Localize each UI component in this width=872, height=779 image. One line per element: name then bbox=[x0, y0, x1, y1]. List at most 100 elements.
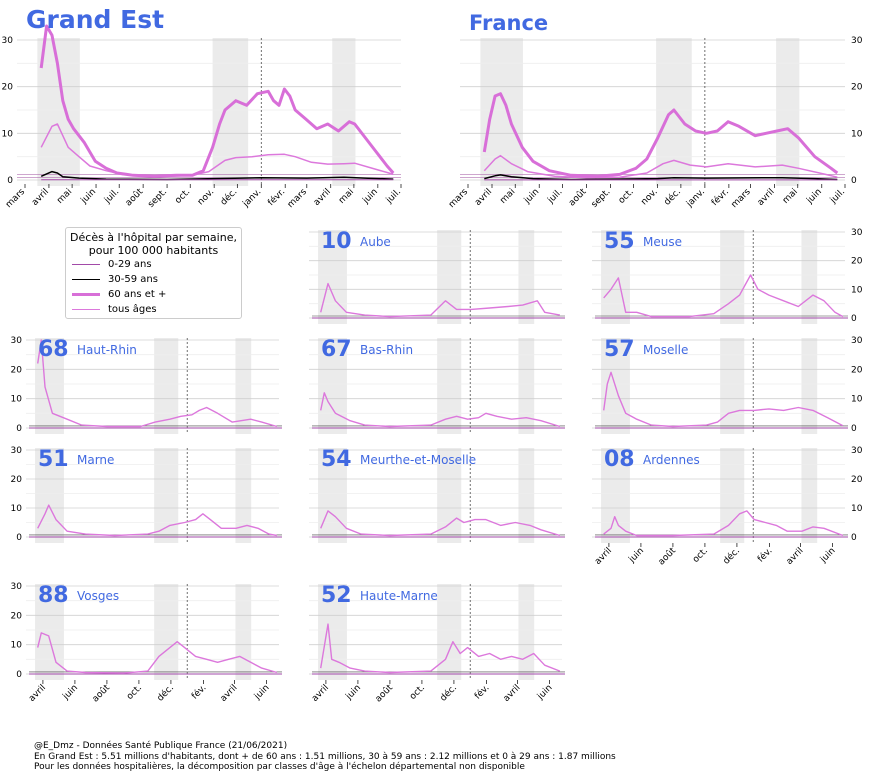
x-tick-label: juin bbox=[344, 683, 363, 702]
series-tous-ages bbox=[37, 339, 278, 428]
x-tick-label: avril bbox=[473, 187, 494, 208]
legend-item-0-29: 0-29 ans bbox=[72, 257, 241, 272]
x-tick-label: mai bbox=[55, 187, 74, 206]
x-tick-label: avril bbox=[312, 187, 333, 208]
x-tick-label: fév. bbox=[189, 682, 208, 701]
x-tick-label: avril bbox=[219, 683, 240, 704]
x-tick-label: déc. bbox=[662, 186, 683, 207]
y-tick-label: 10 bbox=[2, 129, 14, 139]
series-tous-ages bbox=[320, 282, 561, 318]
x-tick-label: janv. bbox=[684, 187, 707, 210]
legend-item-60-plus: 60 ans et + bbox=[72, 287, 241, 302]
y-tick-label: 10 bbox=[11, 395, 23, 405]
x-tick-label: juin bbox=[627, 546, 646, 565]
lockdown-shade bbox=[437, 448, 462, 543]
y-tick-label: 20 bbox=[11, 611, 23, 621]
x-tick-label: juin bbox=[535, 683, 554, 702]
y-tick-label: 10 bbox=[851, 504, 863, 514]
source-line-3: Pour les données hospitalières, la décom… bbox=[34, 762, 525, 772]
source-line-1: @E_Dmz - Données Santé Publique France (… bbox=[34, 741, 288, 751]
y-tick-label: 20 bbox=[851, 83, 863, 93]
lockdown-shade bbox=[35, 448, 64, 543]
x-tick-label: juin bbox=[805, 187, 824, 206]
y-tick-label: 10 bbox=[11, 641, 23, 651]
x-tick-label: fév. bbox=[755, 545, 774, 564]
x-tick-label: févr. bbox=[709, 186, 731, 208]
x-tick-label: juil. bbox=[828, 187, 847, 206]
y-tick-label: 30 bbox=[851, 446, 863, 456]
y-tick-label: 10 bbox=[11, 504, 23, 514]
lockdown-shade bbox=[437, 584, 462, 680]
y-tick-label: 20 bbox=[11, 475, 23, 485]
y-tick-label: 0 bbox=[851, 314, 857, 324]
source-line-2: En Grand Est : 5.51 millions d'habitants… bbox=[34, 751, 616, 762]
department-code: 51 bbox=[38, 447, 69, 472]
series-tous-ages bbox=[320, 510, 561, 537]
x-tick-label: juil. bbox=[545, 187, 564, 206]
y-tick-label: 30 bbox=[851, 336, 863, 346]
y-tick-label: 30 bbox=[2, 36, 14, 46]
lockdown-shade bbox=[437, 338, 462, 434]
x-tick-label: janv. bbox=[241, 187, 264, 210]
department-code: 57 bbox=[604, 337, 635, 362]
legend: Décès à l'hôpital par semaine, pour 100 … bbox=[65, 227, 242, 319]
y-tick-label: 30 bbox=[851, 36, 863, 46]
x-tick-label: août bbox=[124, 187, 146, 209]
x-tick-label: avril bbox=[30, 187, 51, 208]
lockdown-shade bbox=[154, 448, 179, 543]
series-tous-ages bbox=[37, 504, 278, 537]
x-tick-label: juin bbox=[361, 187, 380, 206]
x-tick-label: oct. bbox=[691, 546, 710, 565]
x-tick-label: sept. bbox=[146, 187, 169, 210]
x-tick-label: déc. bbox=[218, 186, 239, 207]
x-tick-label: oct. bbox=[125, 683, 144, 702]
department-name: Ardennes bbox=[643, 453, 700, 467]
x-tick-label: oct. bbox=[408, 683, 427, 702]
y-tick-label: 0 bbox=[851, 176, 857, 186]
x-tick-label: mars bbox=[286, 187, 309, 210]
department-name: Haute-Marne bbox=[360, 589, 438, 603]
department-code: 54 bbox=[321, 447, 352, 472]
x-tick-label: oct. bbox=[173, 187, 192, 206]
series-tous-ages bbox=[37, 632, 278, 674]
x-tick-label: nov. bbox=[639, 187, 659, 207]
lockdown-shade bbox=[318, 338, 347, 434]
lockdown-shade bbox=[518, 230, 535, 324]
department-code: 88 bbox=[38, 583, 69, 608]
y-tick-label: 10 bbox=[851, 395, 863, 405]
department-name: Vosges bbox=[77, 589, 119, 603]
y-tick-label: 10 bbox=[851, 285, 863, 295]
series-tous-ages bbox=[603, 371, 844, 428]
series-tous-ages bbox=[40, 123, 394, 178]
x-tick-label: avril bbox=[502, 683, 523, 704]
series-30-59 bbox=[484, 174, 838, 181]
lockdown-shade bbox=[601, 448, 630, 543]
x-tick-label: juin bbox=[252, 683, 271, 702]
y-tick-label: 0 bbox=[16, 533, 22, 543]
y-tick-label: 0 bbox=[16, 670, 22, 680]
lockdown-shade bbox=[318, 448, 347, 543]
y-tick-label: 20 bbox=[851, 475, 863, 485]
legend-item-tous-ages: tous âges bbox=[72, 302, 241, 317]
department-name: Bas-Rhin bbox=[360, 343, 413, 357]
x-tick-label: juil. bbox=[384, 187, 403, 206]
series-tous-ages bbox=[483, 154, 838, 179]
x-tick-label: août bbox=[657, 546, 679, 568]
department-code: 68 bbox=[38, 337, 69, 362]
x-tick-label: avril bbox=[310, 683, 331, 704]
x-tick-label: mars bbox=[447, 187, 470, 210]
department-name: Haut-Rhin bbox=[77, 343, 137, 357]
department-name: Aube bbox=[360, 235, 391, 249]
x-tick-label: août bbox=[567, 187, 589, 209]
lockdown-shade bbox=[518, 584, 535, 680]
y-tick-label: 0 bbox=[851, 533, 857, 543]
lockdown-shade bbox=[235, 448, 252, 543]
x-tick-label: mai bbox=[337, 187, 356, 206]
lockdown-shade bbox=[776, 38, 800, 186]
x-tick-label: mars bbox=[4, 187, 27, 210]
x-tick-label: avril bbox=[27, 683, 48, 704]
x-tick-label: déc. bbox=[721, 545, 742, 566]
y-tick-label: 0 bbox=[7, 176, 13, 186]
lockdown-shade bbox=[480, 38, 523, 186]
